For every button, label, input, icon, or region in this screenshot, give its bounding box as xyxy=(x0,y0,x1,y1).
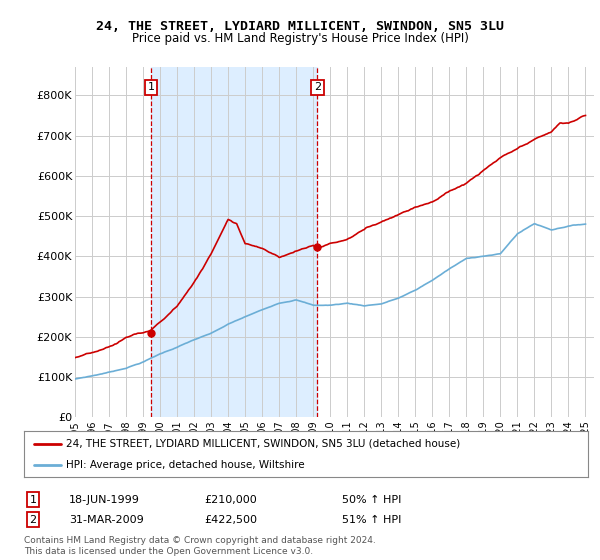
Text: Price paid vs. HM Land Registry's House Price Index (HPI): Price paid vs. HM Land Registry's House … xyxy=(131,32,469,45)
Text: 51% ↑ HPI: 51% ↑ HPI xyxy=(342,515,401,525)
Text: £210,000: £210,000 xyxy=(204,494,257,505)
Text: 18-JUN-1999: 18-JUN-1999 xyxy=(69,494,140,505)
Text: 2: 2 xyxy=(314,82,321,92)
Text: 31-MAR-2009: 31-MAR-2009 xyxy=(69,515,144,525)
Text: 1: 1 xyxy=(148,82,154,92)
Text: This data is licensed under the Open Government Licence v3.0.: This data is licensed under the Open Gov… xyxy=(24,547,313,556)
Text: Contains HM Land Registry data © Crown copyright and database right 2024.: Contains HM Land Registry data © Crown c… xyxy=(24,536,376,545)
Text: £422,500: £422,500 xyxy=(204,515,257,525)
Text: 24, THE STREET, LYDIARD MILLICENT, SWINDON, SN5 3LU (detached house): 24, THE STREET, LYDIARD MILLICENT, SWIND… xyxy=(66,438,461,449)
Text: HPI: Average price, detached house, Wiltshire: HPI: Average price, detached house, Wilt… xyxy=(66,460,305,470)
Bar xyxy=(151,67,317,417)
Text: 1: 1 xyxy=(29,494,37,505)
Text: 50% ↑ HPI: 50% ↑ HPI xyxy=(342,494,401,505)
Text: 2: 2 xyxy=(29,515,37,525)
Text: 24, THE STREET, LYDIARD MILLICENT, SWINDON, SN5 3LU: 24, THE STREET, LYDIARD MILLICENT, SWIND… xyxy=(96,20,504,32)
